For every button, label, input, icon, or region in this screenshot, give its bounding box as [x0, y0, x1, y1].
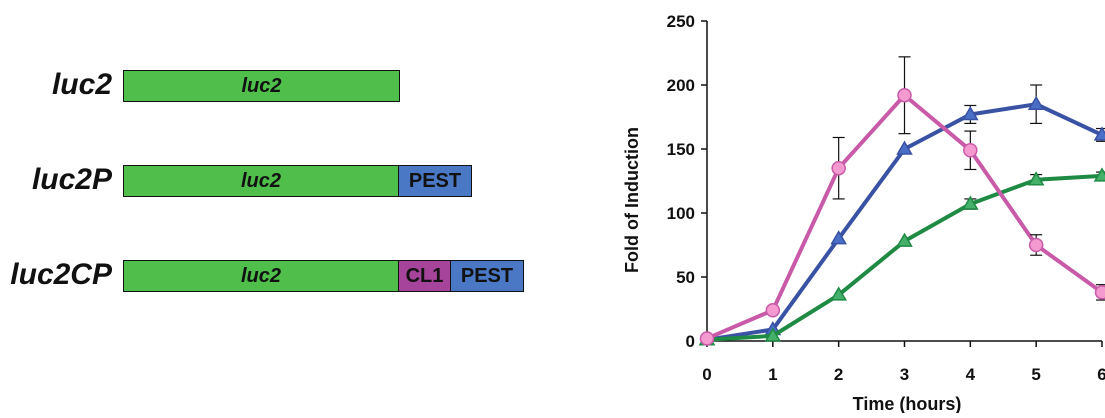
x-tick-label: 3	[900, 365, 909, 384]
x-tick-label: 4	[966, 365, 976, 384]
segment-luc2: luc2	[124, 166, 399, 196]
x-tick-label: 0	[702, 365, 711, 384]
data-point	[1096, 286, 1105, 299]
x-tick-label: 1	[768, 365, 777, 384]
segment-pest: PEST	[451, 261, 523, 291]
y-tick-label: 200	[667, 76, 695, 95]
series-2	[700, 169, 1105, 345]
construct-label-luc2cp: luc2CP	[10, 258, 112, 292]
y-tick-label: 250	[667, 12, 695, 31]
data-point	[766, 304, 779, 317]
data-point	[832, 162, 845, 175]
series-0	[701, 57, 1105, 345]
x-tick-label: 6	[1097, 365, 1105, 384]
y-axis-title: Fold of Induction	[622, 127, 642, 273]
segment-luc2: luc2	[124, 261, 399, 291]
data-point	[898, 89, 911, 102]
y-tick-label: 150	[667, 140, 695, 159]
construct-bar-luc2: luc2	[123, 70, 400, 102]
x-axis-title: Time (hours)	[853, 394, 962, 413]
data-point	[701, 332, 714, 345]
series-1	[700, 85, 1105, 345]
y-tick-label: 100	[667, 204, 695, 223]
x-tick-label: 2	[834, 365, 843, 384]
construct-label-luc2p: luc2P	[32, 163, 112, 197]
segment-cl1: CL1	[399, 261, 451, 291]
series-line	[707, 104, 1102, 340]
construct-label-luc2: luc2	[52, 68, 112, 102]
data-point	[1030, 239, 1043, 252]
y-tick-label: 50	[676, 268, 695, 287]
x-tick-label: 5	[1031, 365, 1040, 384]
segment-luc2: luc2	[124, 71, 399, 101]
induction-chart: 0 50 100 150 200 250 0 1 2 3 4 5 6 Fold of Induction…	[600, 0, 1105, 413]
chart-svg: 0 50 100 150 200 250 0 1 2 3 4 5 6 Fold of Induction…	[600, 0, 1105, 413]
data-point	[964, 144, 977, 157]
segment-pest: PEST	[399, 166, 471, 196]
chart-marks	[700, 57, 1105, 345]
y-tick-label: 0	[686, 332, 695, 351]
